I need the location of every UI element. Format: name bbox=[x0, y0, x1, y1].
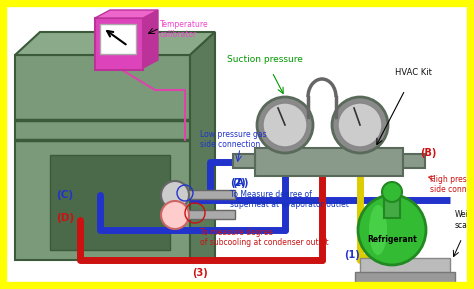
Text: High pressure liquid
side connection: High pressure liquid side connection bbox=[430, 175, 474, 194]
Text: (3): (3) bbox=[192, 268, 208, 278]
Text: Low pressure gas
side connection: Low pressure gas side connection bbox=[200, 130, 266, 149]
Polygon shape bbox=[15, 32, 215, 55]
Bar bbox=[384, 192, 400, 218]
Circle shape bbox=[382, 182, 402, 202]
Text: Suction pressure: Suction pressure bbox=[227, 55, 303, 64]
Bar bbox=[15, 55, 190, 260]
Bar bbox=[360, 258, 450, 276]
Text: (D): (D) bbox=[56, 213, 74, 223]
Ellipse shape bbox=[369, 205, 387, 255]
Bar bbox=[233, 154, 255, 168]
Polygon shape bbox=[190, 32, 215, 260]
Text: (A): (A) bbox=[232, 178, 248, 188]
Circle shape bbox=[332, 97, 388, 153]
Ellipse shape bbox=[358, 195, 426, 265]
Circle shape bbox=[263, 103, 307, 147]
Bar bbox=[185, 210, 235, 219]
Text: (1): (1) bbox=[344, 250, 360, 260]
Polygon shape bbox=[143, 10, 158, 68]
Bar bbox=[185, 190, 235, 199]
Bar bbox=[255, 148, 403, 176]
Text: (2): (2) bbox=[230, 178, 246, 188]
Bar bbox=[100, 24, 136, 54]
Polygon shape bbox=[95, 10, 158, 18]
Bar bbox=[355, 272, 455, 284]
Circle shape bbox=[338, 103, 382, 147]
Circle shape bbox=[161, 181, 189, 209]
Text: Refrigerant: Refrigerant bbox=[367, 236, 417, 244]
Text: To Measure degree of
superheat at evaporator outlet: To Measure degree of superheat at evapor… bbox=[230, 190, 349, 210]
Bar bbox=[50, 155, 170, 250]
Text: (B): (B) bbox=[420, 148, 437, 158]
Text: To measure degree
of subcooling at condenser outlet: To measure degree of subcooling at conde… bbox=[200, 228, 328, 247]
Bar bbox=[403, 154, 425, 168]
Bar bbox=[95, 18, 143, 70]
Text: Temperature
calibrator: Temperature calibrator bbox=[160, 20, 209, 39]
Text: HVAC Kit: HVAC Kit bbox=[395, 68, 432, 77]
Text: (C): (C) bbox=[56, 190, 73, 200]
Circle shape bbox=[257, 97, 313, 153]
Circle shape bbox=[161, 201, 189, 229]
Text: Weighing
scale: Weighing scale bbox=[455, 210, 474, 230]
